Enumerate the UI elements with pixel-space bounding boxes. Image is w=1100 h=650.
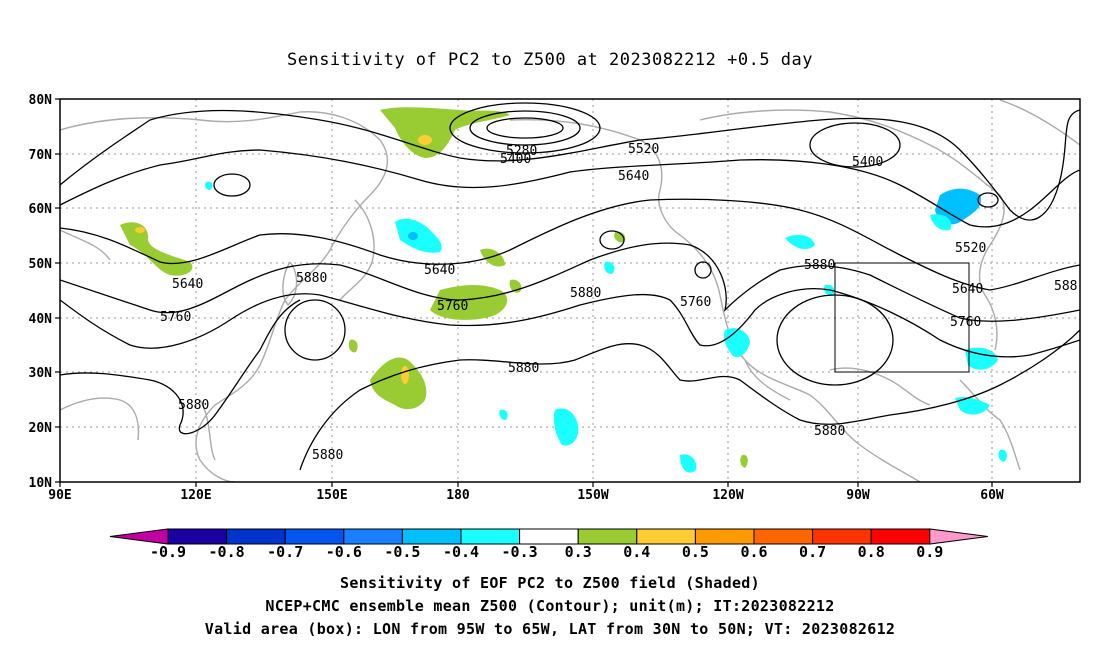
colorbar-label: -0.5 (384, 543, 420, 561)
contour-label: 5760 (950, 315, 981, 330)
contour-label: 5880 (814, 424, 845, 439)
lat-label: 10N (29, 476, 53, 491)
lon-label: 60W (980, 488, 1004, 503)
lat-label: 80N (29, 93, 53, 108)
colorbar-label: -0.3 (502, 543, 538, 561)
colorbar-label: -0.8 (209, 543, 245, 561)
colorbar-swatch (167, 528, 228, 545)
contour-label: 5880 (296, 271, 327, 286)
map-frame (59, 98, 1081, 483)
contour-label: 5400 (852, 155, 883, 170)
map-title: Sensitivity of PC2 to Z500 at 2023082212… (286, 50, 813, 70)
contour-label: 5760 (160, 310, 191, 325)
colorbar-swatch (812, 528, 872, 545)
colorbar-swatch (284, 528, 345, 545)
colorbar-swatch (577, 528, 638, 545)
contour-label: 588 (1054, 279, 1077, 294)
footer-line-1: Sensitivity of EOF PC2 to Z500 field (Sh… (340, 574, 760, 592)
contour-label: 5880 (508, 361, 539, 376)
lon-label: 90E (48, 488, 71, 503)
contour-label: 5760 (437, 299, 468, 314)
colorbar-labels: -0.9 -0.8 -0.7 -0.6 -0.5 -0.4 -0.3 0.3 0.4 0.5 0.6… (150, 543, 943, 561)
colorbar-swatch (226, 528, 286, 545)
z500-contours (60, 102, 1080, 471)
colorbar-swatch (343, 528, 403, 545)
contour-labels: 5280 5400 5520 5640 5400 5520 5640 5760 … (160, 142, 1077, 463)
footer-line-2: NCEP+CMC ensemble mean Z500 (Contour); u… (265, 597, 835, 615)
contour-label: 5520 (628, 142, 659, 157)
colorbar-label: 0.7 (799, 543, 826, 561)
colorbar-label: 0.9 (916, 543, 943, 561)
lon-label: 90W (846, 488, 870, 503)
lat-label: 20N (29, 421, 53, 436)
axis-ticks (55, 98, 993, 487)
footer-line-3: Valid area (box): LON from 95W to 65W, L… (204, 620, 896, 638)
contour-label: 5520 (955, 241, 986, 256)
colorbar-label: 0.6 (740, 543, 767, 561)
contour-label: 5640 (424, 263, 455, 278)
colorbar-label: -0.6 (326, 543, 362, 561)
lat-label: 40N (29, 312, 53, 327)
colorbar-label: 0.8 (858, 543, 885, 561)
lat-label: 30N (29, 366, 53, 381)
contour-label: 5760 (680, 295, 711, 310)
colorbar-swatch (753, 528, 814, 545)
valid-area-box (834, 262, 970, 373)
lat-axis: 80N 70N 60N 50N 40N 30N 20N 10N (29, 93, 53, 491)
colorbar-swatch (636, 528, 696, 545)
lon-label: 120E (180, 488, 211, 503)
colorbar-swatch (694, 528, 755, 545)
colorbar-high-extension (929, 528, 988, 545)
colorbar-swatch (401, 528, 462, 545)
lon-label: 180 (446, 488, 470, 503)
colorbar-label: 0.5 (682, 543, 709, 561)
lon-label: 150E (316, 488, 347, 503)
lat-label: 50N (29, 257, 53, 272)
colorbar-label: 0.3 (565, 543, 592, 561)
contour-label: 5880 (178, 398, 209, 413)
lon-label: 150W (577, 488, 608, 503)
contour-label: 5640 (952, 282, 983, 297)
contour-label: 5280 (506, 144, 537, 159)
colorbar-swatch (870, 528, 931, 545)
colorbar-swatch (519, 528, 579, 545)
contour-label: 5880 (570, 286, 601, 301)
lat-label: 60N (29, 202, 53, 217)
colorbar-label: -0.7 (267, 543, 303, 561)
contour-label: 5880 (312, 448, 343, 463)
lat-label: 70N (29, 148, 53, 163)
colorbar-label: 0.4 (623, 543, 650, 561)
colorbar (109, 528, 988, 545)
colorbar-swatch (460, 528, 521, 545)
map-panel: 5280 5400 5520 5640 5400 5520 5640 5760 … (59, 98, 1081, 483)
colorbar-label: -0.9 (150, 543, 186, 561)
contour-label: 5640 (618, 169, 649, 184)
lon-label: 120W (712, 488, 743, 503)
contour-label: 5640 (172, 277, 203, 292)
sensitivity-shading (120, 107, 1007, 473)
colorbar-low-extension (109, 528, 169, 545)
contour-label: 5400 (500, 152, 531, 167)
lon-axis: 90E 120E 150E 180 150W 120W 90W 60W (48, 488, 1004, 503)
colorbar-label: -0.4 (443, 543, 479, 561)
contour-label: 5880 (804, 258, 835, 273)
